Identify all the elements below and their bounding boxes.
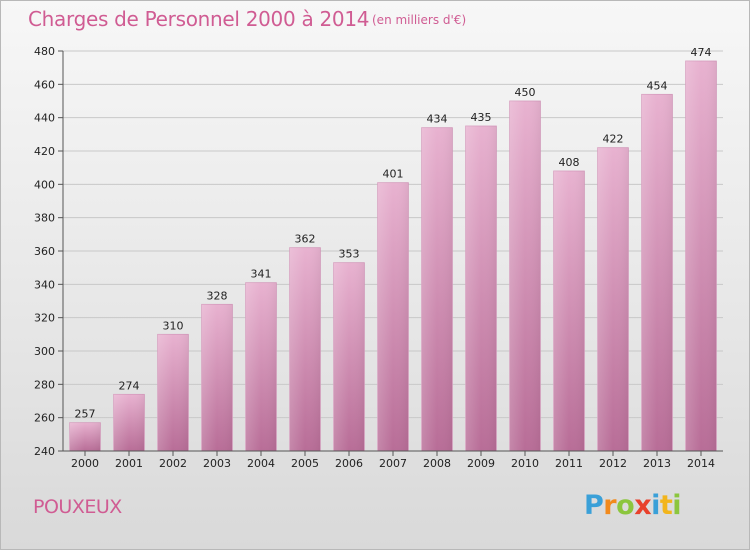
- x-tick-label-2005: 2005: [291, 457, 319, 470]
- bar-sheen: [509, 101, 541, 451]
- data-label-2002: 310: [163, 319, 184, 332]
- data-label-2001: 274: [119, 379, 140, 392]
- data-label-2010: 450: [515, 86, 536, 99]
- data-label-2004: 341: [251, 268, 272, 281]
- y-tick-label: 380: [34, 212, 55, 225]
- x-tick-label-2010: 2010: [511, 457, 539, 470]
- bar-sheen: [333, 262, 365, 451]
- bar-sheen: [685, 61, 717, 451]
- x-tick-label-2012: 2012: [599, 457, 627, 470]
- bar-sheen: [421, 127, 453, 452]
- data-label-2009: 435: [471, 111, 492, 124]
- x-tick-label-2013: 2013: [643, 457, 671, 470]
- location-label: POUXEUX: [33, 496, 122, 518]
- bar-sheen: [245, 282, 277, 451]
- y-tick-label: 440: [34, 112, 55, 125]
- logo-letter: P: [584, 490, 604, 521]
- data-label-2014: 474: [691, 46, 712, 59]
- logo-letter: x: [634, 490, 652, 521]
- x-tick-label-2009: 2009: [467, 457, 495, 470]
- data-label-2005: 362: [295, 233, 316, 246]
- bar-sheen: [289, 247, 321, 451]
- data-label-2011: 408: [559, 156, 580, 169]
- bar-sheen: [553, 171, 585, 451]
- x-tick-label-2014: 2014: [687, 457, 715, 470]
- data-label-2000: 257: [75, 408, 96, 421]
- y-tick-label: 480: [34, 45, 55, 58]
- y-tick-label: 240: [34, 445, 55, 458]
- y-tick-label: 360: [34, 245, 55, 258]
- bar-sheen: [201, 304, 233, 451]
- x-tick-label-2000: 2000: [71, 457, 99, 470]
- y-tick-label: 300: [34, 345, 55, 358]
- logo-letter: t: [659, 490, 673, 521]
- x-tick-label-2004: 2004: [247, 457, 275, 470]
- bar-sheen: [597, 147, 629, 451]
- bar-sheen: [641, 94, 673, 451]
- bar-sheen: [113, 394, 145, 451]
- bars-layer: 257 274 310 328 341 362 353 401 434 435 450 408 422 4…: [69, 46, 717, 452]
- proxiti-logo: Proxiti: [584, 490, 682, 521]
- logo-letter: r: [603, 490, 617, 521]
- data-label-2007: 401: [383, 168, 404, 181]
- y-tick-label: 420: [34, 145, 55, 158]
- x-tick-label-2008: 2008: [423, 457, 451, 470]
- logo-letter: i: [651, 490, 660, 521]
- data-label-2006: 353: [339, 248, 360, 261]
- chart-title: Charges de Personnel 2000 à 2014: [28, 7, 370, 31]
- x-tick-label-2007: 2007: [379, 457, 407, 470]
- x-tick-label-2001: 2001: [115, 457, 143, 470]
- bar-sheen: [465, 126, 497, 451]
- bar-sheen: [69, 422, 101, 451]
- data-label-2013: 454: [647, 79, 668, 92]
- y-tick-label: 460: [34, 78, 55, 91]
- x-tick-label-2006: 2006: [335, 457, 363, 470]
- y-tick-label: 340: [34, 278, 55, 291]
- y-tick-label: 320: [34, 312, 55, 325]
- chart-subtitle: (en milliers d'€): [372, 13, 467, 27]
- data-label-2012: 422: [603, 133, 624, 146]
- data-label-2003: 328: [207, 289, 228, 302]
- logo-letter: i: [672, 490, 682, 521]
- x-tick-label-2011: 2011: [555, 457, 583, 470]
- x-tick-label-2003: 2003: [203, 457, 231, 470]
- y-tick-label: 400: [34, 178, 55, 191]
- y-tick-label: 280: [34, 378, 55, 391]
- logo-letter: o: [616, 490, 635, 521]
- bar-sheen: [377, 182, 409, 451]
- axis-layer: 240 260 280 300 320 340 360 380 400 420 440 460 480 2…: [34, 45, 723, 470]
- x-tick-label-2002: 2002: [159, 457, 187, 470]
- data-label-2008: 434: [427, 113, 448, 126]
- bar-sheen: [157, 334, 189, 451]
- y-tick-label: 260: [34, 412, 55, 425]
